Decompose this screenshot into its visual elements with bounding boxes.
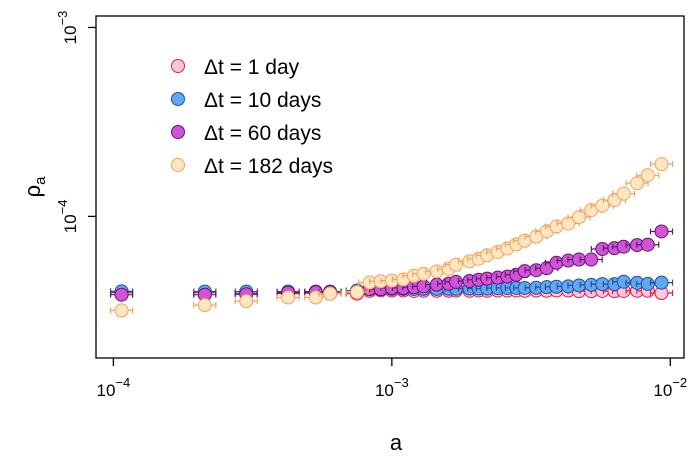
legend-item: Δt = 182 days — [171, 155, 333, 178]
x-tick-exponent: −3 — [394, 375, 409, 390]
legend-label: Δt = 10 days — [204, 89, 321, 112]
y-tick-exponent: −3 — [55, 11, 70, 26]
legend-marker — [171, 59, 185, 73]
data-point — [654, 224, 669, 239]
data-point — [350, 285, 365, 300]
data-point — [549, 255, 564, 270]
data-point — [449, 274, 464, 289]
series-layer — [109, 157, 674, 318]
x-axis: 10−4 10−3 10−2 — [97, 358, 687, 400]
data-point — [616, 274, 631, 289]
data-point — [429, 277, 444, 292]
legend-label: Δt = 1 day — [204, 56, 300, 79]
y-tick-label: 10−3 — [55, 11, 80, 45]
data-point — [616, 239, 631, 254]
legend-marker — [171, 158, 185, 172]
legend: Δt = 1 day Δt = 10 days Δt = 60 days Δt = 1… — [171, 56, 333, 178]
y-axis: 10−410−3 — [55, 11, 96, 234]
x-tick-exponent: −2 — [672, 375, 687, 390]
data-point — [654, 157, 669, 172]
data-point — [197, 298, 212, 313]
x-tick-label: 10−4 — [97, 375, 131, 400]
x-tick-exponent: −4 — [115, 375, 130, 390]
y-tick-base: 10 — [61, 25, 80, 44]
x-tick-label: 10−3 — [375, 375, 409, 400]
data-point — [584, 252, 599, 267]
legend-marker — [171, 125, 185, 139]
x-tick-base: 10 — [375, 381, 394, 400]
data-point — [616, 186, 631, 201]
legend-label: Δt = 60 days — [204, 122, 321, 145]
data-point — [239, 294, 254, 309]
data-point — [595, 198, 610, 213]
data-point — [114, 303, 129, 318]
data-point — [654, 275, 669, 290]
legend-label: Δt = 182 days — [204, 155, 333, 178]
data-point — [323, 286, 338, 301]
data-point — [416, 279, 431, 294]
data-point — [640, 168, 655, 183]
y-tick-label: 10−4 — [55, 200, 80, 234]
data-point — [114, 287, 129, 302]
data-point — [416, 266, 431, 281]
legend-item: Δt = 10 days — [171, 89, 321, 112]
y-axis-label-main: ρ — [20, 185, 45, 198]
data-point — [429, 264, 444, 279]
data-point — [308, 290, 323, 305]
x-axis-label: a — [390, 430, 403, 455]
x-tick-label: 10−2 — [653, 375, 687, 400]
y-tick-base: 10 — [61, 214, 80, 233]
x-tick-base: 10 — [97, 381, 116, 400]
y-tick-exponent: −4 — [55, 200, 70, 215]
data-point — [281, 290, 296, 305]
legend-marker — [171, 92, 185, 106]
y-axis-label-sub: a — [32, 176, 49, 185]
x-tick-base: 10 — [653, 381, 672, 400]
data-point — [640, 276, 655, 291]
data-point — [571, 210, 586, 225]
data-point — [640, 237, 655, 252]
data-point — [549, 219, 564, 234]
legend-item: Δt = 60 days — [171, 122, 321, 145]
series-3 — [109, 157, 674, 318]
data-point — [595, 242, 610, 257]
plot-frame — [95, 15, 685, 359]
y-axis-label: ρa — [20, 176, 49, 198]
data-point — [449, 257, 464, 272]
legend-item: Δt = 1 day — [171, 56, 300, 79]
